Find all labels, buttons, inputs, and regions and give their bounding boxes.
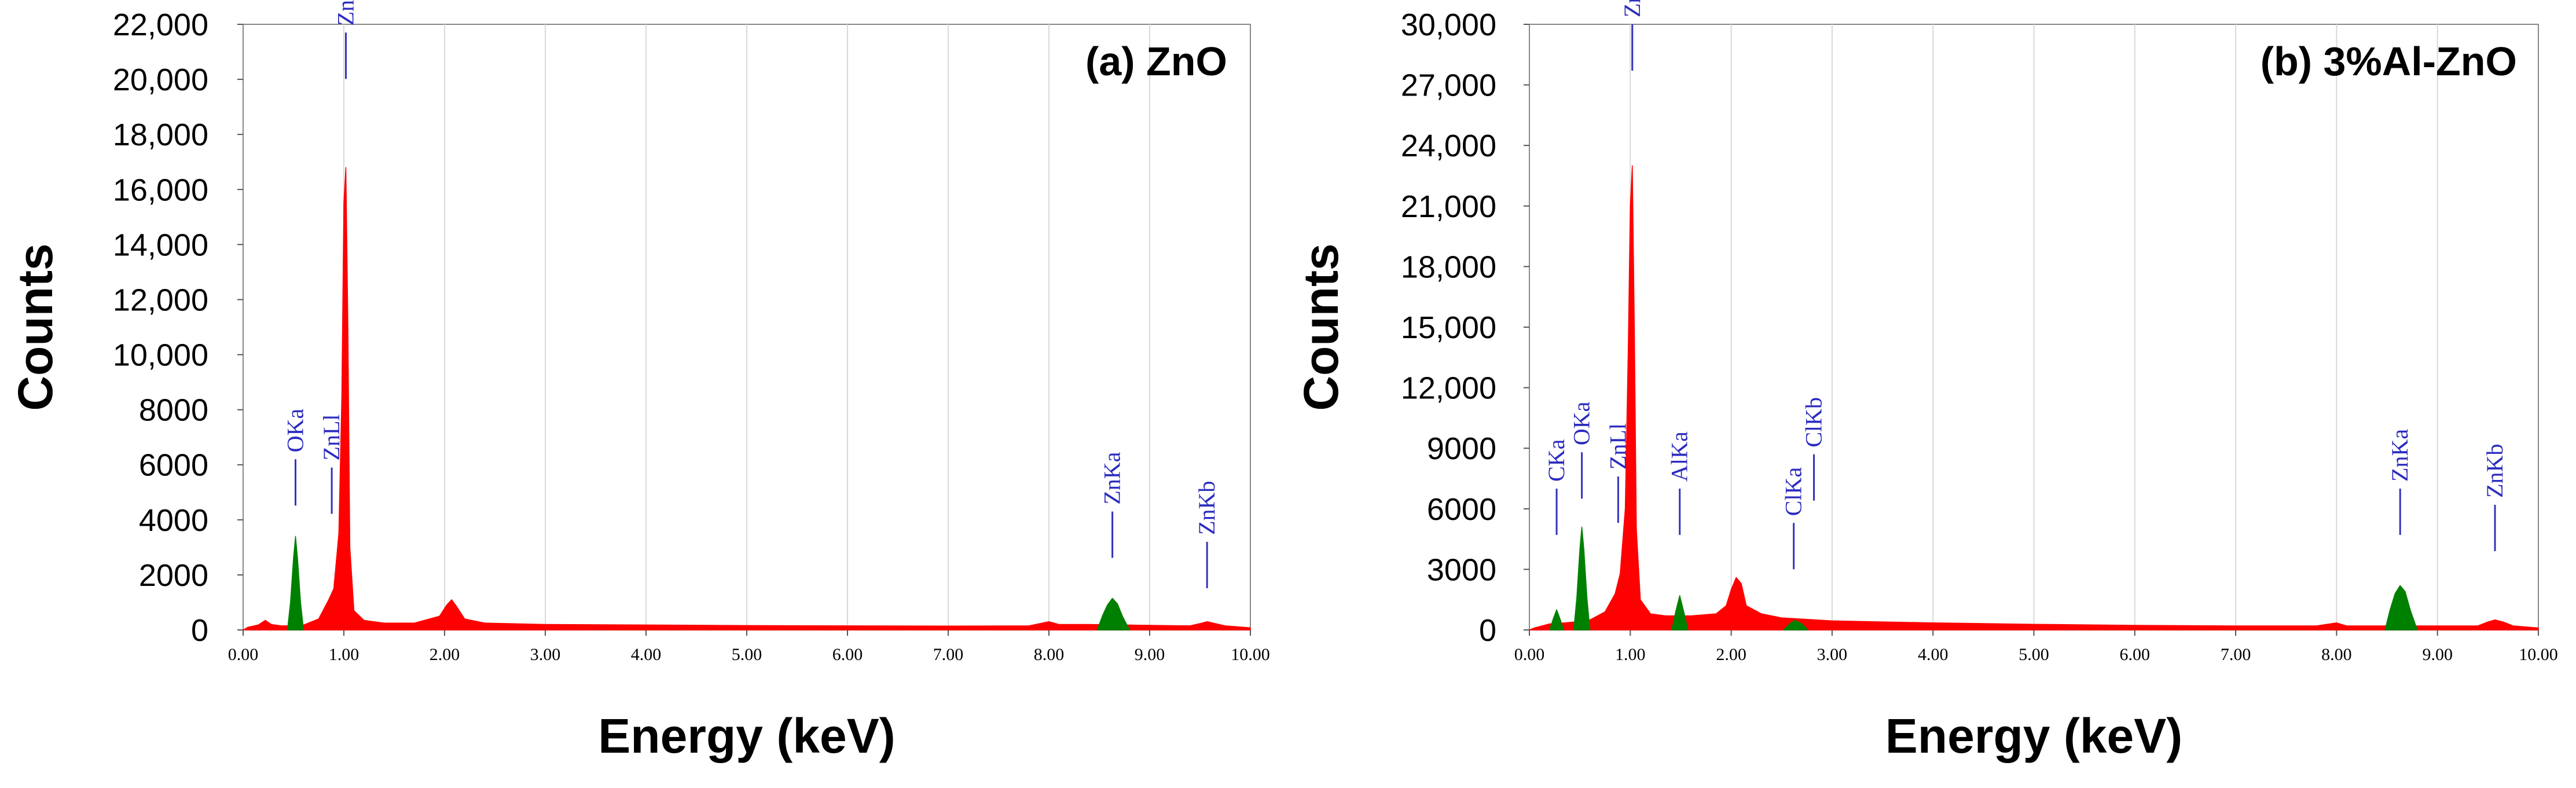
x-tick-label: 0.00 xyxy=(228,645,259,664)
y-tick-label: 2000 xyxy=(139,558,208,593)
y-tick-label: 6000 xyxy=(139,448,208,483)
x-tick-label: 3.00 xyxy=(530,645,561,664)
x-tick-label: 7.00 xyxy=(2221,645,2251,664)
x-tick-label: 5.00 xyxy=(2019,645,2049,664)
y-tick-label: 30,000 xyxy=(1401,8,1496,42)
x-tick-label: 6.00 xyxy=(832,645,863,664)
x-tick-label: 2.00 xyxy=(1716,645,1746,664)
series-o-k xyxy=(1573,526,1591,631)
y-tick-label: 6000 xyxy=(1427,492,1496,527)
y-tick-label: 15,000 xyxy=(1401,310,1496,345)
y-tick-label: 0 xyxy=(191,613,208,648)
y-tick-label: 22,000 xyxy=(113,8,208,42)
y-axis-title: Counts xyxy=(1294,243,1348,411)
y-tick-label: 9000 xyxy=(1427,431,1496,466)
peak-label: ZnKa xyxy=(1099,452,1125,504)
peak-label: ZnKa xyxy=(2387,429,2413,482)
peak-label: OKa xyxy=(282,408,308,452)
x-tick-label: 4.00 xyxy=(1918,645,1948,664)
y-tick-label: 27,000 xyxy=(1401,68,1496,103)
x-tick-label: 9.00 xyxy=(2422,645,2453,664)
peak-label: ZnKb xyxy=(1194,481,1220,535)
peak-label: ClKa xyxy=(1781,467,1807,516)
y-tick-label: 18,000 xyxy=(1401,250,1496,284)
x-tick-label: 9.00 xyxy=(1135,645,1165,664)
x-tick-label: 5.00 xyxy=(732,645,762,664)
x-tick-label: 3.00 xyxy=(1817,645,1848,664)
x-tick-label: 0.00 xyxy=(1514,645,1545,664)
peak-label: ZnLl xyxy=(1605,423,1631,470)
series-zn-k xyxy=(1096,598,1130,631)
x-tick-label: 10.00 xyxy=(2519,645,2558,664)
y-tick-label: 16,000 xyxy=(113,173,208,207)
y-tick-label: 12,000 xyxy=(113,283,208,317)
x-tick-label: 1.00 xyxy=(329,645,359,664)
panel-label: (a) ZnO xyxy=(1085,39,1227,84)
chart-panel-b: 0.00 1.00 2.00 3.00 4.00 5.00 6.00 7.00 8.00 9.00… xyxy=(1294,0,2558,763)
peak-label: CKa xyxy=(1543,439,1569,482)
x-tick-label: 8.00 xyxy=(1034,645,1065,664)
series-spectrum xyxy=(243,167,1251,631)
peak-label: ClKb xyxy=(1801,397,1827,448)
y-tick-label: 3000 xyxy=(1427,552,1496,587)
y-tick-label: 12,000 xyxy=(1401,371,1496,406)
y-tick-label: 20,000 xyxy=(113,63,208,97)
x-tick-label: 8.00 xyxy=(2321,645,2352,664)
series-c-k xyxy=(1549,609,1565,631)
peak-label: ZnLl xyxy=(318,414,344,460)
x-tick-label: 7.00 xyxy=(933,645,964,664)
x-tick-label: 6.00 xyxy=(2120,645,2151,664)
panel-label: (b) 3%Al-ZnO xyxy=(2261,39,2517,84)
y-axis-title: Counts xyxy=(8,243,63,411)
x-tick-label: 2.00 xyxy=(430,645,460,664)
y-tick-label: 21,000 xyxy=(1401,189,1496,224)
y-tick-label: 4000 xyxy=(139,503,208,538)
peak-label: OKa xyxy=(1569,401,1595,445)
series-spectrum xyxy=(1529,165,2539,631)
x-axis-title: Energy (keV) xyxy=(598,709,896,763)
x-axis-title: Energy (keV) xyxy=(1885,709,2183,763)
series-o-k xyxy=(287,536,304,631)
x-tick-label: 1.00 xyxy=(1615,645,1646,664)
y-tick-label: 24,000 xyxy=(1401,129,1496,163)
x-tick-label: 10.00 xyxy=(1231,645,1270,664)
y-tick-label: 18,000 xyxy=(113,118,208,152)
y-tick-label: 8000 xyxy=(139,393,208,428)
peak-label: ZnLa ZnLb xyxy=(1619,0,1645,17)
y-tick-label: 14,000 xyxy=(113,228,208,262)
series-zn-k xyxy=(2384,585,2418,631)
y-tick-label: 10,000 xyxy=(113,338,208,373)
series-al-k xyxy=(1671,595,1689,631)
peak-label: AlKa xyxy=(1667,431,1693,482)
x-tick-label: 4.00 xyxy=(631,645,662,664)
peak-label: ZnKb xyxy=(2482,444,2508,497)
peak-label: ZnLb ZnLa xyxy=(332,0,358,25)
series-cl-k xyxy=(1783,620,1808,631)
chart-panel-a: 0.00 1.00 2.00 3.00 4.00 5.00 6.00 7.00 8.00 9.00… xyxy=(8,0,1270,763)
y-tick-label: 0 xyxy=(1479,613,1496,648)
